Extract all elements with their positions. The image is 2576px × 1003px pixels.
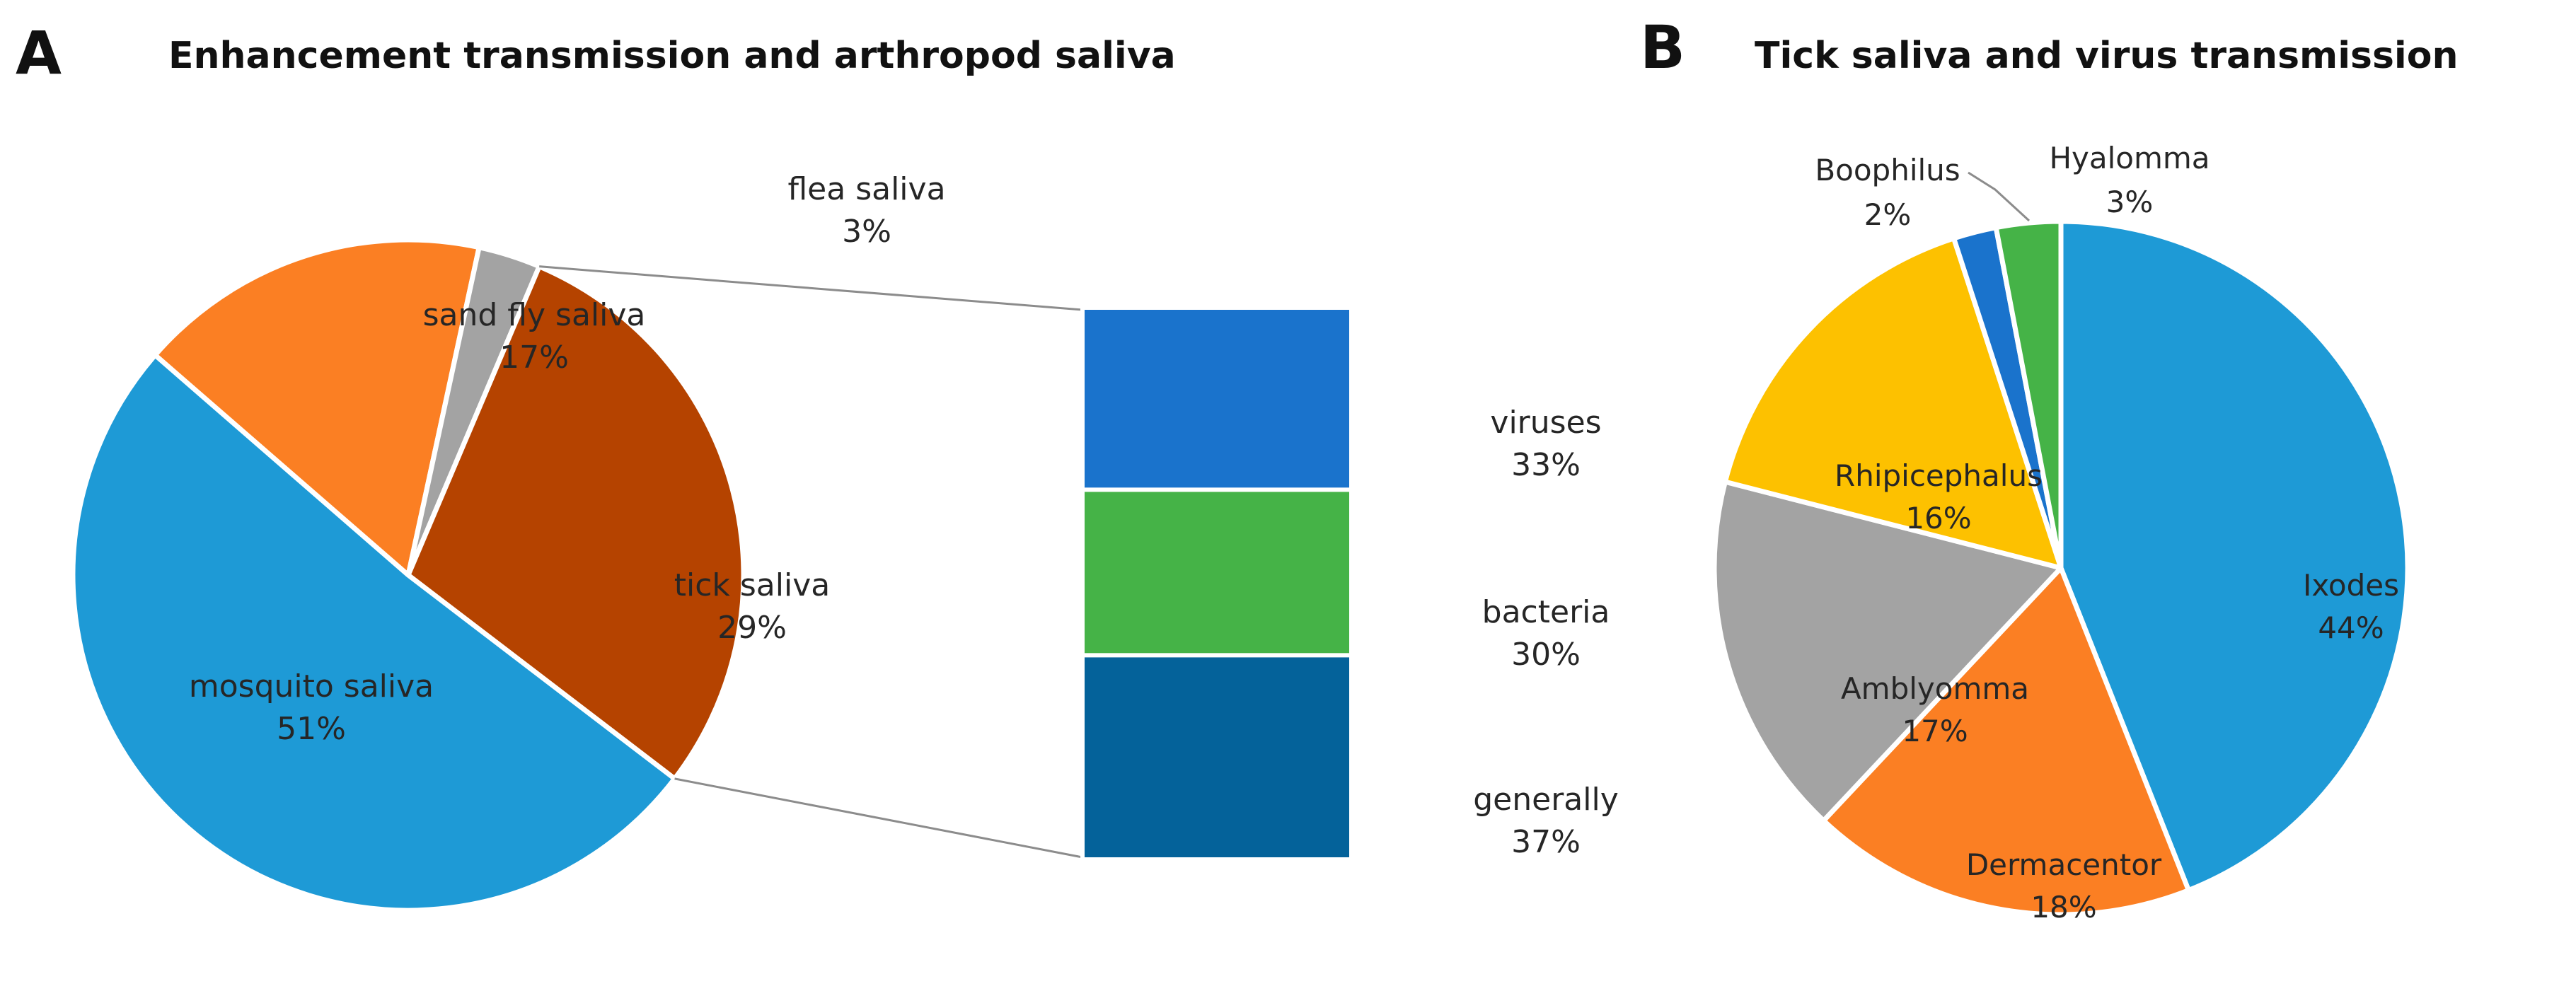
pie-slice-hyalomma (1993, 219, 2064, 571)
breakdown-bar (1080, 306, 1353, 862)
label-bacteria-name: bacteria (1482, 594, 1610, 630)
label-ixodes-value: 44% (2318, 610, 2384, 645)
breakdown-connector (539, 265, 1083, 859)
leader-line-boophilus (1968, 171, 2031, 222)
bar-segment-bacteria (1080, 487, 1353, 658)
label-rhipicephalus-value: 16% (1905, 501, 1971, 535)
label-boophilus-name: Boophilus (1815, 153, 1960, 187)
panel-a-title: Enhancement transmission and arthropod s… (168, 35, 1176, 77)
label-dermacentor-name: Dermacentor (1966, 847, 2162, 882)
pie-slice-dermacentor (1821, 565, 2191, 917)
label-mosquito-saliva-value: 51% (277, 711, 346, 747)
label-flea-saliva-value: 3% (842, 214, 891, 250)
pie-chart-a (70, 237, 746, 913)
label-tick-saliva-value: 29% (717, 610, 787, 646)
label-generally-name: generally (1473, 782, 1619, 818)
label-mosquito-saliva-name: mosquito saliva (189, 668, 434, 705)
pie-b-leader-lines (1968, 171, 2031, 222)
label-hyalomma-value: 3% (2106, 185, 2154, 219)
connector-line-bottom (674, 777, 1083, 859)
panel-b-letter: B (1640, 13, 1685, 82)
label-amblyomma-value: 17% (1902, 714, 1968, 748)
pie-chart-b (1711, 219, 2410, 917)
bar-segment-generally (1080, 653, 1353, 862)
label-rhipicephalus-name: Rhipicephalus (1835, 458, 2043, 493)
connector-line-top (539, 265, 1083, 311)
pie-slice-rhipicephalus (1722, 236, 2064, 571)
label-generally-value: 37% (1511, 824, 1581, 860)
label-bacteria-value: 30% (1511, 637, 1581, 673)
pie-slice-ixodes (2058, 219, 2410, 893)
label-viruses-name: viruses (1490, 405, 1601, 441)
label-amblyomma-name: Amblyomma (1841, 671, 2029, 706)
label-dermacentor-value: 18% (2031, 890, 2096, 924)
bar-segment-viruses (1080, 306, 1353, 492)
label-hyalomma-name: Hyalomma (2049, 141, 2210, 175)
panel-a-letter: A (16, 18, 62, 88)
label-sand-fly-saliva-value: 17% (499, 340, 569, 376)
pie-slice-mosquito-saliva (70, 352, 678, 913)
label-tick-saliva-name: tick saliva (674, 567, 830, 603)
label-sand-fly-saliva-name: sand fly saliva (423, 297, 646, 333)
label-flea-saliva-name: flea saliva (787, 171, 945, 207)
pie-slice-amblyomma (1711, 479, 2064, 823)
panel-b-title: Tick saliva and virus transmission (1755, 35, 2459, 77)
pie-slice-sand-fly-saliva (152, 237, 482, 578)
label-viruses-value: 33% (1511, 447, 1581, 483)
pie-slice-tick-saliva (405, 264, 746, 782)
label-boophilus-value: 2% (1864, 197, 1912, 232)
label-ixodes-name: Ixodes (2303, 568, 2399, 603)
